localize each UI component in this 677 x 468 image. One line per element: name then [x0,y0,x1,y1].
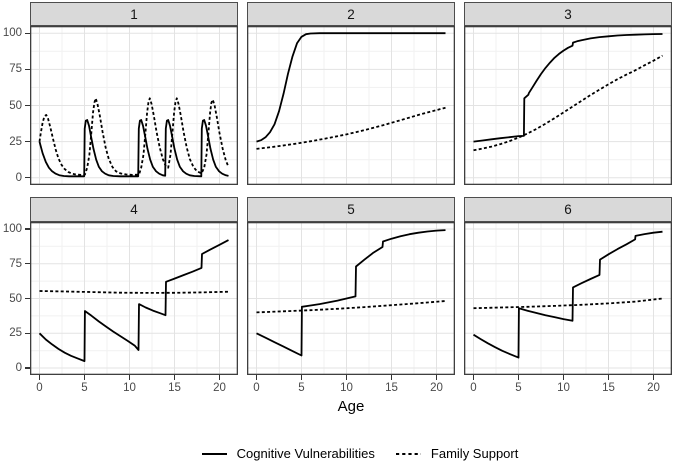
y-axis-tick-label: 25 [9,135,22,148]
x-axis-tick-label: 5 [515,382,522,394]
y-axis-tick-mark [25,263,30,265]
y-axis-tick-mark [25,332,30,334]
x-axis-tick-label: 15 [602,382,615,394]
y-axis-tick-label: 0 [15,362,22,375]
x-axis-tick-mark [517,375,520,380]
x-axis-tick-mark [345,375,348,380]
facet-strip-4: 4 [30,197,238,222]
x-axis-tick-mark [562,375,565,380]
legend-label: Cognitive Vulnerabilities [236,446,375,461]
facet-panel-1 [30,26,238,185]
y-axis-tick-label: 75 [9,257,22,270]
facet-strip-6: 6 [464,197,672,222]
x-axis-tick-label: 0 [36,382,43,394]
x-axis-tick-mark [173,375,176,380]
y-axis-tick-label: 75 [9,63,22,76]
x-axis-tick-mark [255,375,258,380]
x-axis-tick-label: 10 [557,382,570,394]
y-axis-tick-label: 25 [9,327,22,340]
y-axis-tick-mark [25,32,30,34]
legend-item-family-support: Family Support [395,446,518,461]
y-axis-tick-mark [25,140,30,143]
x-axis-tick-label: 5 [298,382,305,394]
y-axis-tick-mark [25,228,30,230]
legend-key-solid-line [201,452,227,455]
y-axis-tick-label: 100 [2,222,22,235]
x-axis-tick-mark [652,375,655,380]
x-axis-tick-label: 15 [385,382,398,394]
facet-panel-3 [464,26,672,185]
y-axis-tick-mark [25,367,30,369]
y-axis-tick-label: 50 [9,292,22,305]
facet-panel-5 [247,222,455,375]
y-axis-tick-mark [25,297,30,300]
x-axis-tick-label: 20 [430,382,443,394]
x-axis-tick-mark [435,375,438,380]
legend-item-cognitive-vulnerabilities: Cognitive Vulnerabilities [201,446,375,461]
facet-strip-3: 3 [464,2,672,26]
x-axis-tick-label: 5 [81,382,88,394]
facet-strip-1: 1 [30,2,238,26]
facet-strip-5: 5 [247,197,455,222]
x-axis-tick-label: 15 [168,382,181,394]
legend-label: Family Support [430,446,519,461]
x-axis-tick-label: 0 [253,382,260,394]
x-axis-tick-mark [472,375,475,380]
x-axis-tick-mark [128,375,131,380]
x-axis-tick-label: 10 [123,382,136,394]
x-axis-tick-mark [300,375,303,380]
x-axis-title: Age [337,398,365,415]
y-axis-tick-label: 0 [15,171,22,184]
facet-panel-4 [30,222,238,375]
x-axis-tick-mark [83,375,86,380]
y-axis-tick-mark [25,177,30,179]
legend-key-dashed-line [395,452,421,455]
x-axis-tick-label: 10 [340,382,353,394]
x-axis-tick-label: 0 [470,382,477,394]
facet-panel-6 [464,222,672,375]
x-axis-tick-label: 20 [647,382,660,394]
legend: Cognitive Vulnerabilities Family Support [0,446,677,461]
y-axis-tick-mark [25,68,30,71]
facet-panel-2 [247,26,455,185]
facet-strip-2: 2 [247,2,455,26]
x-axis-tick-mark [38,375,41,380]
y-axis-tick-mark [25,104,30,107]
x-axis-tick-mark [607,375,610,380]
y-axis-tick-label: 100 [2,27,22,40]
y-axis-tick-label: 50 [9,99,22,112]
x-axis-tick-mark [218,375,221,380]
x-axis-tick-label: 20 [213,382,226,394]
x-axis-tick-mark [390,375,393,380]
